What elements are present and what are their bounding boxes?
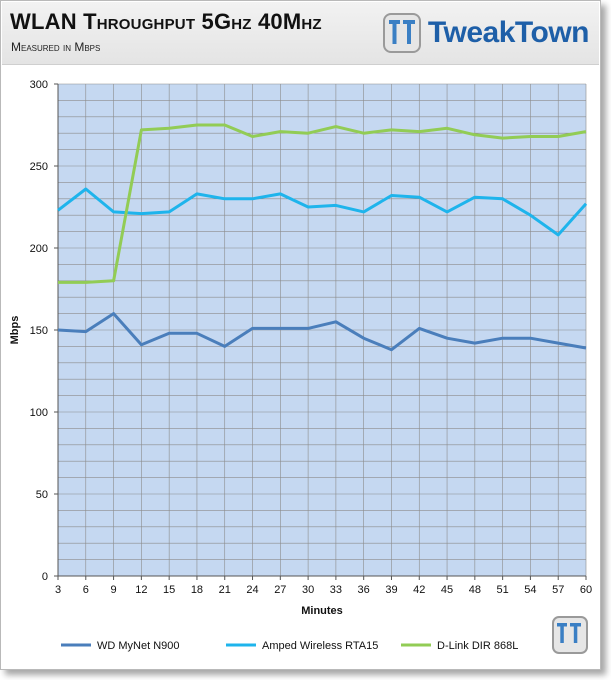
tt-watermark-icon [552,616,588,654]
brand-logo: TweakTown [382,10,590,56]
tt-logo-icon [382,13,421,53]
x-tick-label: 39 [385,584,397,596]
x-tick-label: 48 [469,584,481,596]
x-tick-label: 60 [580,584,592,596]
series-line-2 [57,187,588,237]
x-tick-label: 57 [552,584,564,596]
x-tick-label: 12 [135,584,147,596]
x-tick-label: 54 [524,584,536,596]
x-tick-label: 51 [497,584,509,596]
y-tick-label: 300 [30,79,48,91]
series-line-3 [58,123,587,284]
legend-label: Amped Wireless RTA15 [262,640,378,652]
x-tick-label: 15 [163,584,175,596]
x-tick-label: 6 [83,584,89,596]
y-axis-title: Mbps [9,316,21,345]
x-tick-label: 33 [330,584,342,596]
series-line-1 [57,312,587,352]
x-tick-label: 42 [413,584,425,596]
x-axis-title: Minutes [301,605,343,617]
chart-frame: WLAN Throughput 5Ghz 40Mhz Measured in M… [0,0,601,670]
x-tick-label: 3 [55,584,61,596]
chart-header: WLAN Throughput 5Ghz 40Mhz Measured in M… [2,2,599,65]
x-tick-label: 45 [441,584,453,596]
y-tick-label: 200 [30,243,48,255]
x-tick-label: 9 [111,584,117,596]
series-lines [57,123,588,352]
legend: WD MyNet N900 Amped Wireless RTA15 D-Link … [61,640,518,652]
y-tick-label: 50 [36,489,48,501]
y-tick-label: 0 [42,571,48,583]
x-tick-label: 24 [246,584,258,596]
x-tick-label: 36 [358,584,370,596]
legend-label: WD MyNet N900 [97,640,180,652]
chart-subtitle: Measured in Mbps [11,40,101,54]
y-tick-label: 250 [30,161,48,173]
brand-name: TweakTown [427,16,590,49]
x-tick-label: 27 [274,584,286,596]
y-tick-label: 150 [30,325,48,337]
chart-title: WLAN Throughput 5Ghz 40Mhz [10,9,322,34]
x-tick-label: 18 [191,584,203,596]
y-tick-label: 100 [30,407,48,419]
legend-label: D-Link DIR 868L [437,640,518,652]
grid-lines [57,83,587,577]
x-tick-label: 30 [302,584,314,596]
x-tick-label: 21 [219,584,231,596]
